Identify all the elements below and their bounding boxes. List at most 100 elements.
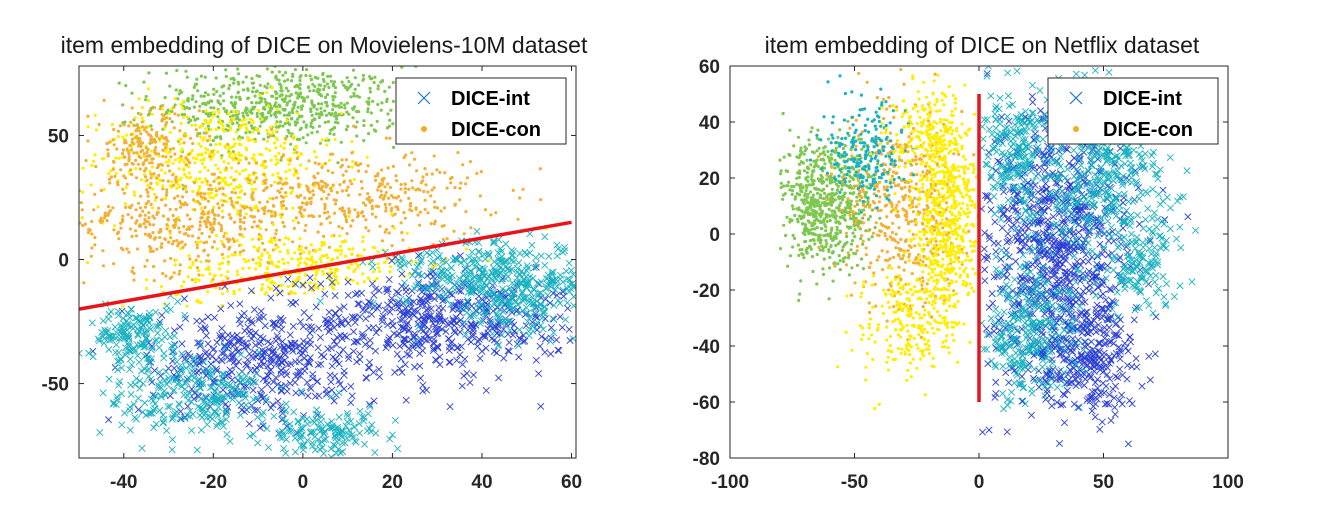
point-dice-int	[550, 329, 558, 337]
point-dice-con	[298, 78, 302, 83]
point-dice-int	[223, 381, 231, 389]
point-dice-con	[241, 234, 245, 239]
point-dice-con	[218, 267, 222, 271]
point-dice-con	[181, 183, 185, 187]
point-dice-con	[251, 126, 255, 130]
point-dice-int	[475, 277, 483, 285]
point-dice-con	[809, 130, 813, 134]
point-dice-con	[851, 177, 856, 181]
point-dice-con	[216, 167, 220, 171]
point-dice-int	[268, 386, 276, 394]
point-dice-con	[178, 199, 182, 203]
point-dice-con	[848, 179, 852, 183]
point-dice-con	[145, 286, 149, 290]
point-dice-con	[249, 124, 254, 128]
point-dice-con	[275, 158, 279, 162]
point-dice-con	[378, 224, 382, 228]
point-dice-con	[306, 186, 310, 190]
point-dice-con	[247, 173, 251, 177]
point-dice-int	[203, 348, 211, 356]
point-dice-int	[333, 341, 341, 349]
point-dice-con	[300, 201, 305, 205]
point-dice-con	[795, 207, 799, 211]
point-dice-int	[434, 329, 442, 337]
point-dice-con	[235, 238, 239, 243]
point-dice-con	[325, 104, 329, 108]
point-dice-con	[136, 201, 141, 205]
point-dice-int	[254, 396, 262, 404]
point-dice-con	[353, 87, 357, 91]
point-dice-con	[172, 196, 177, 200]
point-dice-int	[198, 317, 206, 325]
point-dice-int	[410, 333, 418, 341]
point-dice-con	[779, 181, 783, 185]
point-dice-con	[429, 194, 433, 198]
point-dice-con	[296, 263, 301, 267]
point-dice-con	[274, 228, 279, 232]
point-dice-int	[276, 433, 284, 441]
point-dice-con	[293, 101, 297, 105]
point-dice-con	[243, 227, 247, 231]
point-dice-con	[224, 68, 228, 72]
point-dice-con	[239, 243, 243, 247]
point-dice-con	[296, 137, 300, 141]
point-dice-con	[238, 252, 242, 257]
point-dice-con	[180, 157, 184, 162]
point-dice-con	[387, 196, 391, 200]
point-dice-int	[397, 323, 405, 331]
point-dice-con	[806, 195, 810, 199]
point-dice-int	[308, 439, 316, 447]
point-dice-con	[146, 190, 150, 195]
point-dice-con	[217, 181, 221, 185]
point-dice-int	[403, 297, 411, 305]
point-dice-con	[102, 187, 106, 191]
point-dice-con	[390, 244, 394, 248]
point-dice-con	[231, 114, 235, 118]
point-dice-con	[263, 107, 267, 111]
point-dice-con	[203, 197, 208, 201]
point-dice-con	[210, 187, 214, 191]
point-dice-con	[410, 179, 414, 183]
point-dice-int	[217, 305, 225, 313]
point-dice-con	[268, 196, 272, 200]
point-dice-int	[412, 337, 420, 345]
point-dice-con	[304, 125, 308, 129]
point-dice-con	[171, 173, 175, 177]
point-dice-int	[391, 416, 399, 424]
point-dice-con	[344, 128, 348, 132]
point-dice-con	[137, 129, 141, 133]
point-dice-con	[241, 114, 246, 118]
point-dice-con	[178, 142, 182, 146]
point-dice-con	[434, 264, 438, 268]
point-dice-con	[93, 243, 97, 247]
point-dice-con	[305, 257, 309, 261]
point-dice-con	[847, 273, 852, 277]
point-dice-con	[225, 200, 229, 204]
point-dice-int	[254, 351, 262, 359]
point-dice-con	[316, 76, 320, 80]
point-dice-int	[366, 402, 374, 410]
point-dice-con	[791, 233, 795, 237]
point-dice-con	[129, 148, 134, 152]
point-dice-int	[394, 445, 402, 453]
point-dice-con	[373, 178, 378, 182]
point-dice-int	[156, 406, 164, 414]
point-dice-con	[368, 86, 372, 90]
point-dice-int	[406, 351, 414, 359]
point-dice-con	[222, 84, 226, 88]
point-dice-con	[325, 82, 330, 86]
point-dice-con	[163, 259, 167, 263]
point-dice-con	[338, 244, 343, 248]
point-dice-int	[229, 395, 237, 403]
point-dice-con	[153, 198, 157, 202]
point-dice-con	[362, 280, 367, 284]
point-dice-int	[168, 415, 176, 423]
point-dice-int	[259, 418, 267, 427]
point-dice-con	[184, 69, 188, 73]
point-dice-con	[274, 196, 278, 200]
point-dice-int	[450, 327, 458, 335]
point-dice-int	[202, 332, 210, 340]
point-dice-con	[280, 283, 284, 287]
point-dice-con	[282, 99, 287, 103]
point-dice-con	[184, 232, 188, 236]
